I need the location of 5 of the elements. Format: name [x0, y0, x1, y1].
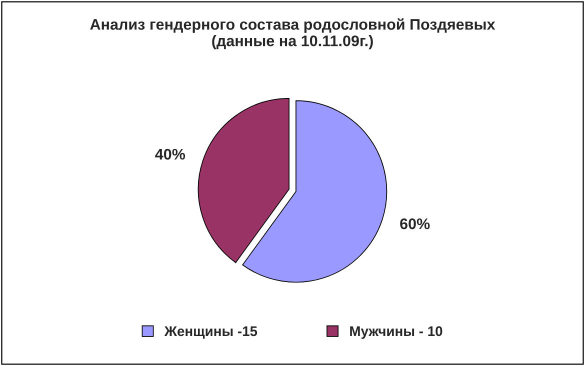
legend-label: Мужчины - 10 [350, 326, 442, 339]
data-label: 40% [155, 148, 186, 160]
chart-title: Анализ гендерного состава родословной Поздяевых (данные на 10.11.09г.) [90, 18, 496, 50]
data-label: 60% [400, 218, 430, 230]
legend-label: Женщины -15 [164, 326, 258, 339]
